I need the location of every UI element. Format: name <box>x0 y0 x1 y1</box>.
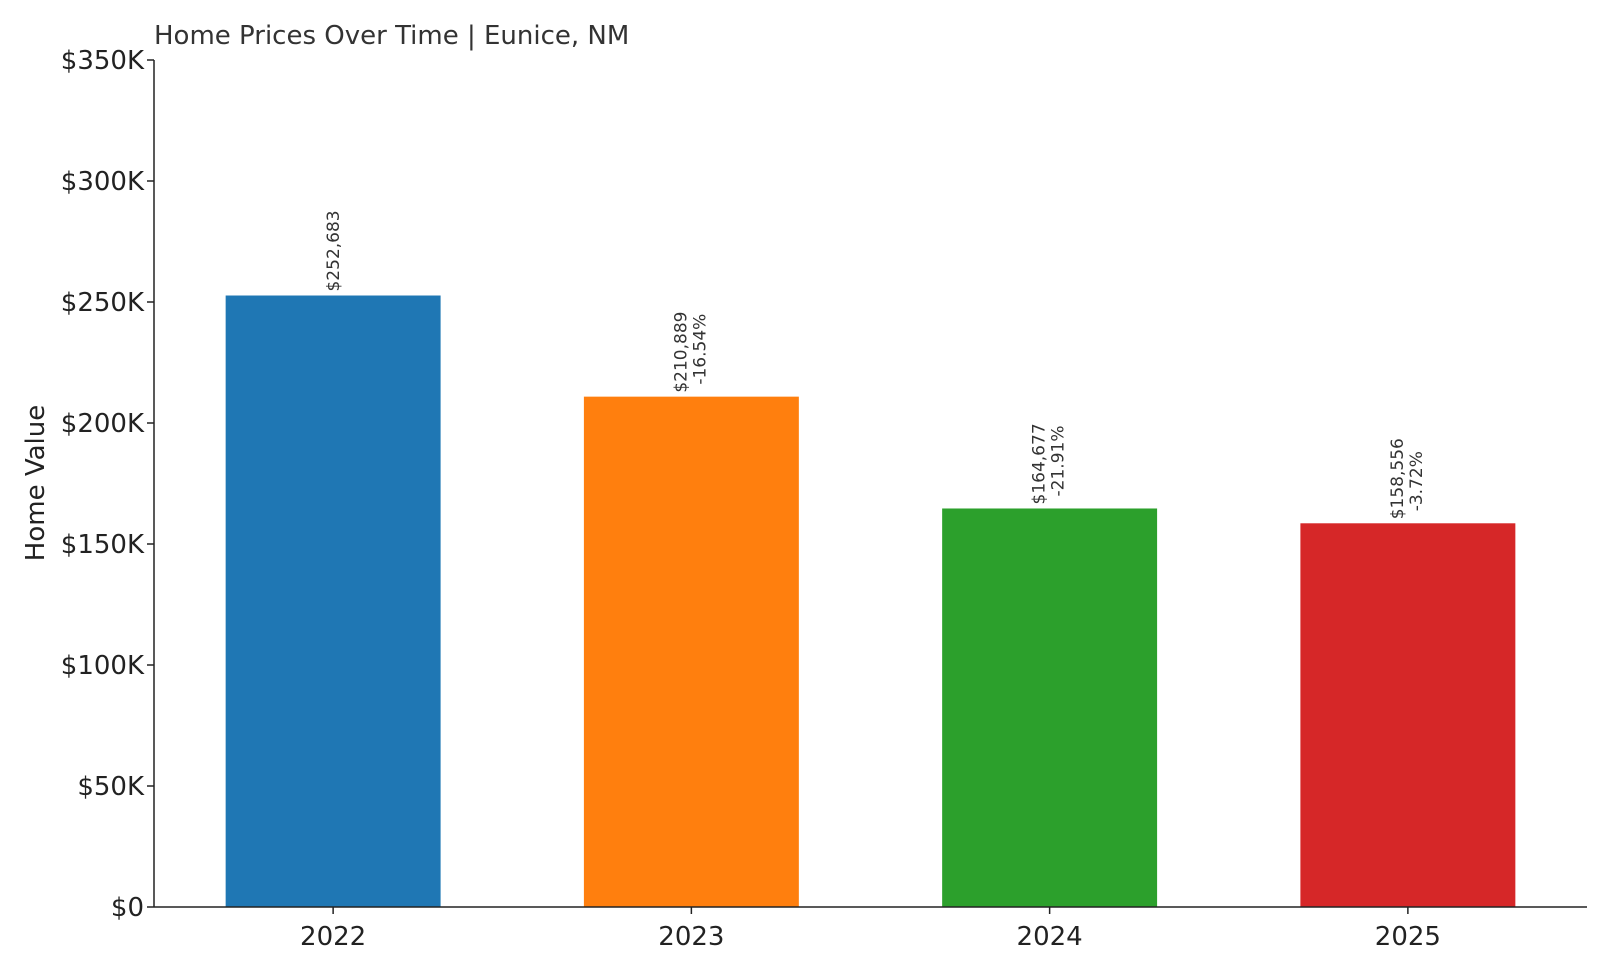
x-tick-label: 2024 <box>1017 922 1083 952</box>
x-tick-label: 2022 <box>300 922 366 952</box>
y-tick-label: $100K <box>61 651 145 681</box>
bar-2024 <box>942 508 1158 907</box>
y-tick-label: $150K <box>61 530 145 560</box>
data-label-value: $158,556 <box>1388 438 1408 519</box>
y-tick-label: $200K <box>61 409 145 439</box>
chart-title: Home Prices Over Time | Eunice, NM <box>154 21 629 51</box>
bar-2022 <box>225 295 441 907</box>
y-tick-label: $250K <box>61 288 145 318</box>
y-tick-label: $350K <box>61 46 145 76</box>
y-axis-label: Home Value <box>21 405 51 561</box>
data-label-change: -21.91% <box>1049 426 1069 497</box>
y-tick-label: $300K <box>61 167 145 197</box>
data-label-value: $252,683 <box>324 210 344 291</box>
data-label-value: $210,889 <box>671 312 691 393</box>
data-label-value: $164,677 <box>1030 423 1050 504</box>
data-label-change: -16.54% <box>690 314 710 385</box>
y-tick-label: $0 <box>111 893 144 923</box>
y-tick-label: $50K <box>77 772 145 802</box>
bar-2023 <box>583 396 799 907</box>
data-label-change: -3.72% <box>1407 451 1427 511</box>
x-tick-label: 2025 <box>1375 922 1441 952</box>
bar-2025 <box>1300 523 1516 907</box>
x-tick-label: 2023 <box>658 922 724 952</box>
